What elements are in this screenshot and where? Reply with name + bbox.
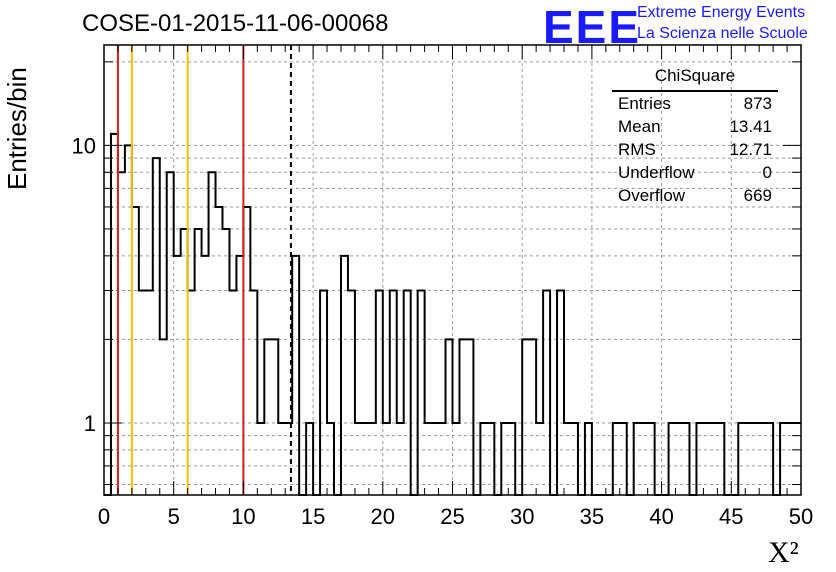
x-tick-label: 10 bbox=[231, 504, 255, 529]
y-tick-label: 1 bbox=[84, 411, 96, 436]
histogram-bin bbox=[174, 256, 181, 495]
histogram-bin bbox=[557, 291, 564, 495]
stats-label: Mean bbox=[618, 117, 661, 136]
x-tick-label: 35 bbox=[580, 504, 604, 529]
stats-row-rms: RMS 12.71 bbox=[612, 138, 778, 161]
x-tick-label: 50 bbox=[789, 504, 813, 529]
histogram-bin bbox=[229, 291, 236, 495]
stats-label: RMS bbox=[618, 140, 656, 159]
stats-label: Overflow bbox=[618, 186, 686, 205]
stats-box: ChiSquare Entries 873 Mean 13.41 RMS 12.… bbox=[612, 66, 778, 207]
histogram-bin bbox=[202, 256, 209, 495]
histogram-bin bbox=[222, 229, 229, 495]
histogram-bin bbox=[160, 339, 167, 495]
x-tick-label: 30 bbox=[510, 504, 534, 529]
plot-title: COSE-01-2015-11-06-00068 bbox=[82, 10, 389, 37]
stats-row-entries: Entries 873 bbox=[612, 92, 778, 115]
stats-value: 13.41 bbox=[729, 117, 772, 136]
x-tick-label: 45 bbox=[719, 504, 743, 529]
histogram-bin bbox=[292, 256, 299, 495]
histogram-bin bbox=[466, 339, 473, 495]
histogram-bin bbox=[188, 291, 195, 495]
histogram-bin bbox=[264, 339, 271, 495]
histogram-bin bbox=[543, 291, 550, 495]
histogram-bin bbox=[236, 256, 243, 495]
histogram-bin bbox=[529, 339, 536, 495]
histogram-bin bbox=[390, 291, 397, 495]
stats-value: 873 bbox=[743, 94, 772, 113]
histogram-bin bbox=[125, 145, 132, 495]
histogram-bin bbox=[216, 207, 223, 495]
x-axis-label: X² bbox=[768, 536, 799, 569]
histogram-bin bbox=[181, 229, 188, 495]
stats-row-underflow: Underflow 0 bbox=[612, 161, 778, 184]
histogram-bin bbox=[146, 291, 153, 495]
y-tick-label: 10 bbox=[72, 133, 96, 158]
histogram-bin bbox=[118, 172, 125, 495]
histogram-bin bbox=[139, 291, 146, 495]
histogram-bin bbox=[348, 291, 355, 495]
histogram-bin bbox=[404, 291, 411, 495]
stats-box-title: ChiSquare bbox=[612, 66, 778, 92]
x-tick-label: 20 bbox=[371, 504, 395, 529]
x-tick-label: 5 bbox=[168, 504, 180, 529]
y-axis-label: Entries/bin bbox=[2, 67, 32, 190]
stats-value: 669 bbox=[743, 186, 772, 205]
histogram-bin bbox=[376, 291, 383, 495]
histogram-bin bbox=[250, 291, 257, 495]
histogram-bin bbox=[153, 158, 160, 495]
histogram-bin bbox=[271, 339, 278, 495]
histogram-bin bbox=[132, 207, 139, 495]
logo-line-2: La Scienza nelle Scuole bbox=[637, 25, 808, 42]
stats-label: Underflow bbox=[618, 163, 695, 182]
histogram-bin bbox=[209, 172, 216, 495]
stats-row-mean: Mean 13.41 bbox=[612, 115, 778, 138]
histogram-bin bbox=[522, 339, 529, 495]
histogram-bin bbox=[167, 172, 174, 495]
histogram-bin bbox=[320, 291, 327, 495]
stats-row-overflow: Overflow 669 bbox=[612, 184, 778, 207]
histogram-bin bbox=[195, 229, 202, 495]
histogram-bin bbox=[243, 207, 250, 495]
histogram-bin bbox=[446, 339, 453, 495]
x-tick-label: 0 bbox=[98, 504, 110, 529]
histogram-bin bbox=[459, 339, 466, 495]
logo-line-1: Extreme Energy Events bbox=[637, 4, 806, 21]
x-tick-label: 25 bbox=[440, 504, 464, 529]
stats-value: 0 bbox=[762, 163, 772, 182]
stats-value: 12.71 bbox=[729, 140, 772, 159]
histogram-outline bbox=[104, 132, 801, 496]
eee-logo: EEE bbox=[543, 1, 642, 53]
x-tick-label: 15 bbox=[301, 504, 325, 529]
stats-label: Entries bbox=[618, 94, 671, 113]
x-tick-label: 40 bbox=[649, 504, 673, 529]
histogram-bin bbox=[418, 291, 425, 495]
histogram-bin bbox=[341, 256, 348, 495]
